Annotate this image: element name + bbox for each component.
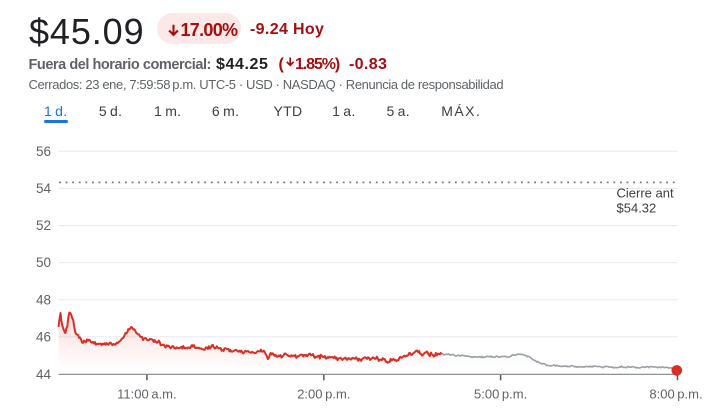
svg-text:11:00 a.m.: 11:00 a.m. [117, 387, 176, 402]
svg-text:50: 50 [36, 255, 51, 270]
svg-text:54: 54 [36, 181, 52, 196]
svg-text:48: 48 [36, 292, 51, 307]
svg-text:56: 56 [36, 144, 51, 159]
svg-text:2:00 p.m.: 2:00 p.m. [297, 387, 350, 402]
svg-text:52: 52 [36, 218, 51, 233]
svg-text:Cierre ant: Cierre ant [617, 185, 674, 200]
svg-text:$54.32: $54.32 [617, 201, 657, 216]
svg-text:8:00 p.m.: 8:00 p.m. [649, 387, 702, 402]
svg-text:44: 44 [36, 367, 52, 382]
svg-text:46: 46 [36, 329, 51, 344]
svg-text:5:00 p.m.: 5:00 p.m. [474, 387, 527, 402]
